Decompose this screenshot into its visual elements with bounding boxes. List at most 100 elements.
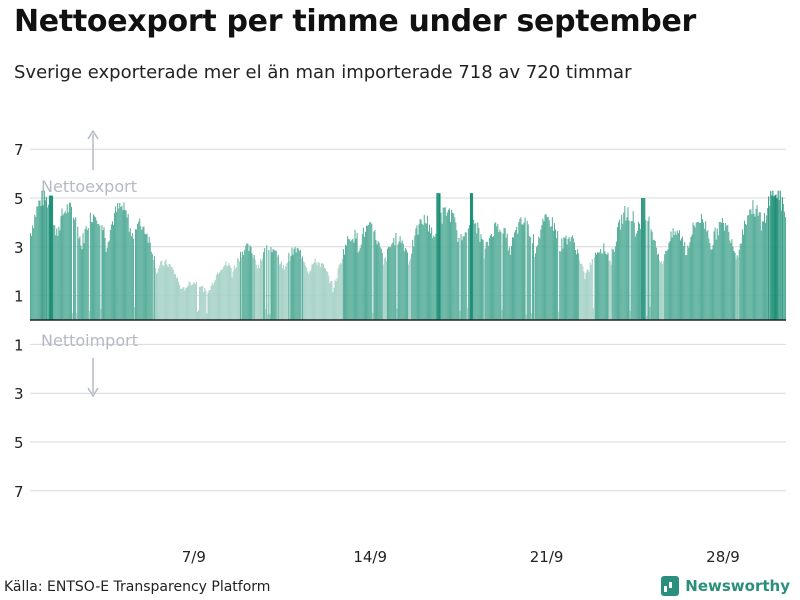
hour-bar (654, 241, 656, 320)
y-tick-label: 1 (14, 336, 24, 354)
hour-bar (668, 242, 670, 320)
hour-bar (424, 222, 426, 320)
hour-bar (363, 236, 365, 320)
hour-bar (548, 220, 550, 320)
hour-bar (746, 224, 748, 320)
hour-bar (489, 235, 491, 320)
hour-bar (111, 221, 113, 320)
hour-bar (267, 314, 269, 320)
hour-bar (107, 242, 109, 320)
y-tick-label: 5 (14, 434, 24, 452)
hour-bar (360, 244, 362, 320)
hour-bar (676, 230, 678, 320)
hour-bar (216, 272, 218, 320)
hour-bar (537, 245, 539, 320)
hour-bar (699, 222, 701, 320)
hour-bar (204, 287, 206, 320)
hour-bar (644, 198, 646, 320)
hour-bar (248, 251, 250, 320)
hour-bar (520, 217, 522, 320)
hour-bar (243, 255, 245, 320)
hour-bar (765, 222, 767, 320)
hour-bar (219, 272, 221, 320)
hour-bar (270, 246, 272, 320)
hour-bar (330, 281, 332, 320)
hour-bar (620, 229, 622, 320)
hour-bar (728, 231, 730, 320)
hour-bar (782, 203, 784, 320)
hour-bar (38, 200, 40, 320)
hour-bar (703, 222, 705, 320)
hour-bar (501, 309, 503, 320)
hour-bar (430, 233, 432, 320)
hour-bar (438, 193, 440, 320)
hour-bar (681, 238, 683, 320)
hour-bar (340, 263, 342, 320)
hour-bar (540, 229, 542, 320)
hour-bar (58, 226, 60, 320)
hour-bar (767, 207, 769, 320)
hour-bar (650, 229, 652, 320)
hour-bar (775, 194, 777, 320)
hour-bar (435, 233, 437, 320)
hour-bar (509, 254, 511, 320)
hour-bar (741, 229, 743, 320)
hour-bar (43, 190, 45, 320)
hour-bar (200, 286, 202, 320)
hour-bar (571, 235, 573, 320)
hour-bar (622, 223, 624, 320)
hour-bar (139, 218, 141, 320)
hour-bar (85, 226, 87, 320)
hour-bar (543, 221, 545, 320)
hour-bar (352, 238, 354, 320)
hour-bar (78, 238, 80, 320)
hour-bar (88, 311, 90, 320)
brand[interactable]: Newsworthy (661, 576, 790, 596)
hour-bar (760, 230, 762, 320)
y-tick-label: 5 (14, 190, 24, 208)
hour-bar (69, 202, 71, 320)
hour-bar (252, 257, 254, 320)
hour-bar (749, 209, 751, 320)
hour-bar (250, 246, 252, 320)
hour-bar (199, 287, 201, 320)
hour-bar (729, 240, 731, 320)
hour-bar (466, 307, 468, 320)
hour-bar (675, 234, 677, 320)
hour-bar (366, 225, 368, 320)
hour-bar (467, 228, 469, 320)
hour-bar (769, 205, 771, 320)
hour-bar (322, 264, 324, 320)
hour-bar (653, 239, 655, 320)
hour-bar (398, 241, 400, 320)
hour-bar (704, 228, 706, 320)
hour-bar (170, 266, 172, 320)
axes: 7 5 3 1 1 3 5 7 7/9 14/9 21/9 28/9 (14, 141, 786, 566)
hour-bar (246, 243, 248, 320)
hour-bar (378, 242, 380, 320)
hour-bar (461, 240, 463, 320)
hour-bar (648, 216, 650, 320)
newsworthy-logo-icon (661, 576, 680, 596)
hour-bar (538, 236, 540, 320)
hour-bar (283, 264, 285, 320)
hour-bar (557, 231, 559, 320)
hour-bar (119, 202, 121, 320)
hour-bar (532, 234, 534, 320)
hour-bar (666, 250, 668, 320)
hour-bar (641, 198, 643, 320)
hour-bar (696, 221, 698, 320)
hour-bar (292, 254, 294, 320)
hour-bar (379, 247, 381, 320)
hour-bar (263, 252, 265, 320)
hour-bar (627, 207, 629, 320)
hour-bar (707, 230, 709, 320)
hour-bar (730, 242, 732, 320)
hour-bar (576, 254, 578, 320)
hour-bar (519, 218, 521, 320)
hour-bar (531, 243, 533, 320)
hour-bar (736, 255, 738, 320)
hour-bar (626, 217, 628, 320)
hour-bar (83, 243, 85, 320)
